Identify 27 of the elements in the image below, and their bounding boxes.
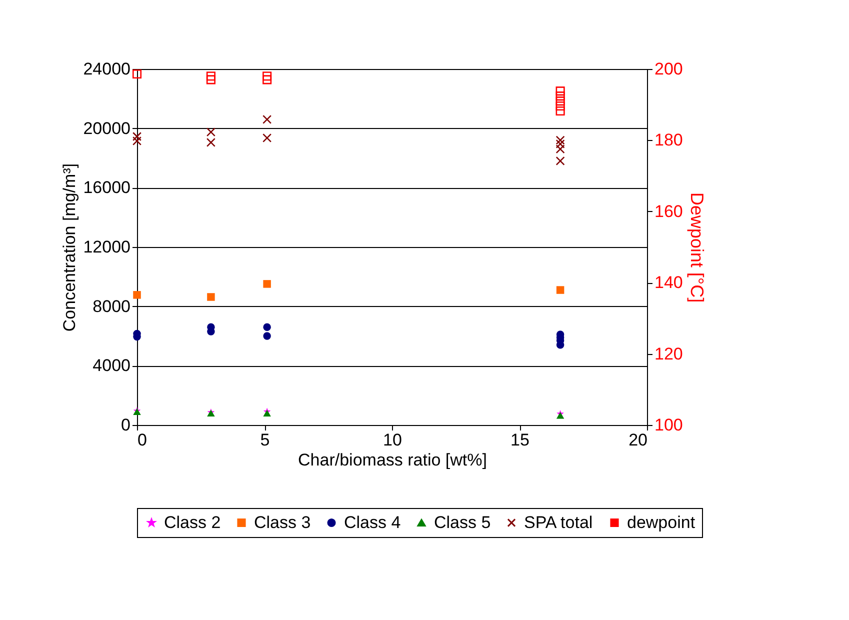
y-tick-label: 20000 [83,118,130,138]
y2-tick-label: 200 [654,60,683,78]
legend-label: Class 3 [254,512,311,532]
x-tick-label: 15 [510,430,530,450]
y-tick-label: 8000 [92,296,130,316]
legend-label: Class 5 [434,512,491,532]
legend-label: Class 4 [344,512,401,532]
y-axis-title: Concentration [mg/m³] [60,163,80,332]
legend-label: dewpoint [627,512,696,532]
x-axis-title: Char/biomass ratio [wt%] [298,450,487,470]
x-tick-label: 20 [628,430,648,450]
y2-tick-label: 160 [654,202,683,221]
legend-label: SPA total [524,512,593,532]
y-tick-label: 4000 [92,356,130,376]
y2-tick-label: 180 [654,130,683,150]
x-tick-label: 0 [138,430,147,450]
y2-tick-label: 100 [654,416,683,434]
y-tick-label: 0 [121,416,130,434]
y2-tick-label: 140 [654,273,683,292]
y2-axis-title: Dewpoint [°C] [686,192,707,303]
y-tick-label: 12000 [83,238,130,256]
x-tick-label: 5 [260,430,270,450]
y2-tick-label: 120 [654,344,683,364]
x-tick-label: 10 [383,430,402,450]
legend-label: Class 2 [164,512,221,532]
y-tick-label: 16000 [83,178,130,198]
y-tick-label: 24000 [83,60,130,78]
